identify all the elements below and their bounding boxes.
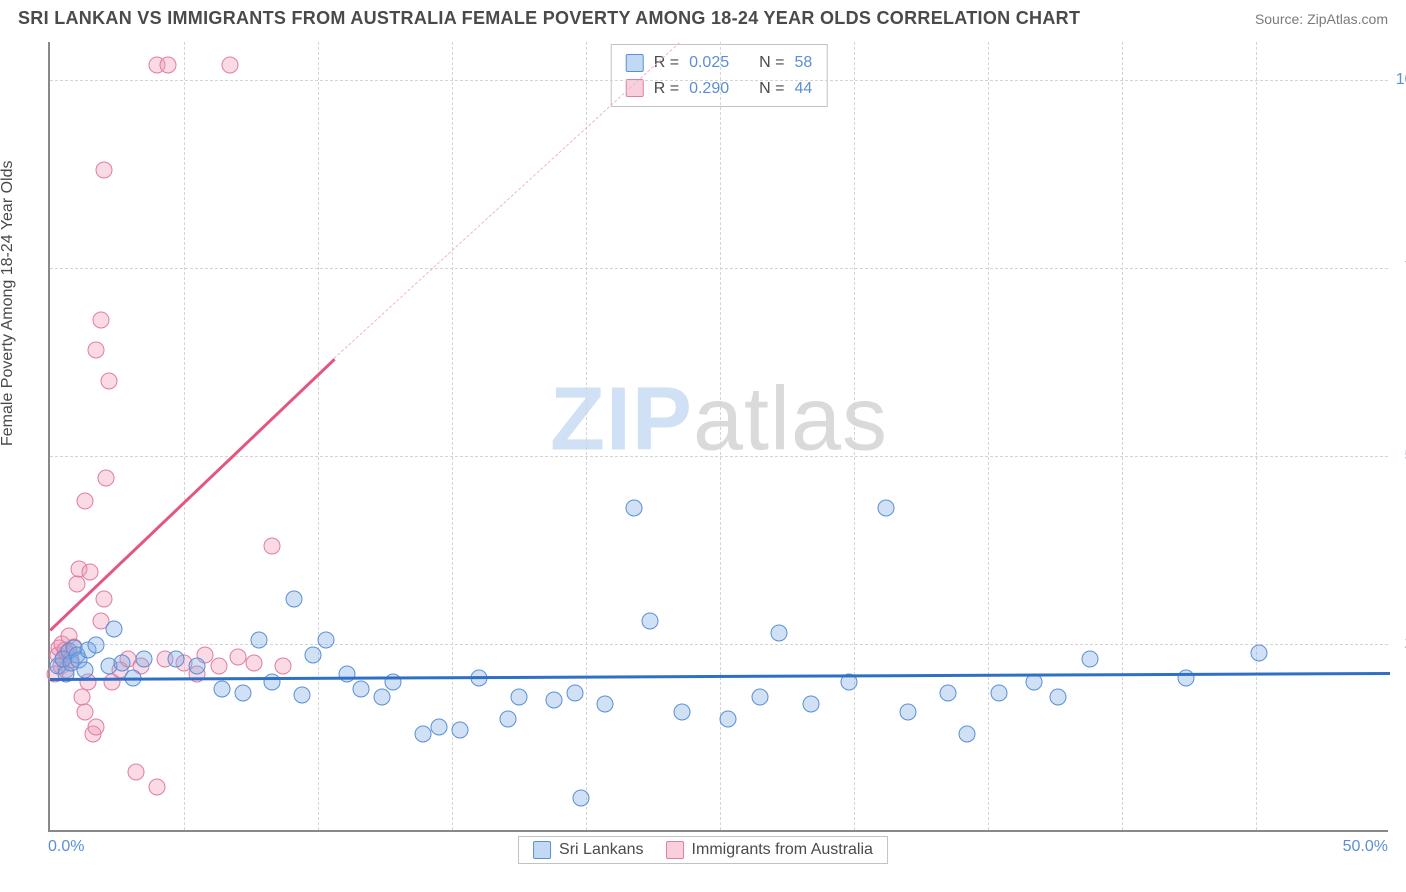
- data-point: [1049, 688, 1066, 705]
- data-point: [545, 692, 562, 709]
- gridline-v: [452, 42, 453, 830]
- stat-n-blue: 58: [794, 50, 812, 76]
- data-point: [352, 681, 369, 698]
- data-point: [264, 673, 281, 690]
- data-point: [159, 56, 176, 73]
- data-point: [234, 684, 251, 701]
- data-point: [304, 647, 321, 664]
- data-point: [374, 688, 391, 705]
- legend-bottom: Sri Lankans Immigrants from Australia: [518, 836, 888, 864]
- x-axis-end-label: 50.0%: [1343, 838, 1388, 856]
- data-point: [318, 632, 335, 649]
- data-point: [76, 703, 93, 720]
- gridline-v: [1122, 42, 1123, 830]
- trend-line: [334, 42, 680, 359]
- data-point: [642, 613, 659, 630]
- data-point: [803, 696, 820, 713]
- data-point: [221, 56, 238, 73]
- data-point: [752, 688, 769, 705]
- data-point: [167, 650, 184, 667]
- data-point: [990, 684, 1007, 701]
- data-point: [127, 763, 144, 780]
- data-point: [95, 161, 112, 178]
- data-point: [189, 658, 206, 675]
- watermark-atlas: atlas: [693, 370, 888, 470]
- data-point: [251, 632, 268, 649]
- legend-label-blue: Sri Lankans: [559, 841, 644, 859]
- data-point: [770, 624, 787, 641]
- x-axis-start-label: 0.0%: [48, 838, 84, 856]
- gridline-h: [50, 268, 1388, 269]
- gridline-v: [988, 42, 989, 830]
- data-point: [596, 696, 613, 713]
- data-point: [76, 662, 93, 679]
- y-tick-label: 100.0%: [1395, 71, 1406, 89]
- y-tick-label: 75.0%: [1395, 259, 1406, 277]
- legend-label-pink: Immigrants from Australia: [692, 841, 873, 859]
- gridline-h: [50, 456, 1388, 457]
- data-point: [511, 688, 528, 705]
- data-point: [958, 726, 975, 743]
- swatch-blue-icon: [533, 841, 551, 859]
- data-point: [430, 718, 447, 735]
- data-point: [500, 711, 517, 728]
- data-point: [114, 654, 131, 671]
- chart-title: SRI LANKAN VS IMMIGRANTS FROM AUSTRALIA …: [18, 8, 1080, 29]
- legend-item-blue: Sri Lankans: [533, 841, 644, 859]
- legend-item-pink: Immigrants from Australia: [666, 841, 873, 859]
- gridline-v: [854, 42, 855, 830]
- data-point: [245, 654, 262, 671]
- data-point: [210, 658, 227, 675]
- stat-r-blue: 0.025: [689, 50, 729, 76]
- data-point: [572, 790, 589, 807]
- gridline-v: [184, 42, 185, 830]
- data-point: [95, 590, 112, 607]
- data-point: [1178, 669, 1195, 686]
- data-point: [293, 687, 310, 704]
- gridline-v: [720, 42, 721, 830]
- data-point: [100, 372, 117, 389]
- data-point: [1250, 644, 1267, 661]
- data-point: [720, 711, 737, 728]
- scatter-plot-area: ZIPatlas R = 0.025 N = 58 R = 0.290 N = …: [48, 42, 1388, 832]
- data-point: [674, 703, 691, 720]
- gridline-v: [586, 42, 587, 830]
- data-point: [76, 492, 93, 509]
- data-point: [106, 620, 123, 637]
- data-point: [414, 726, 431, 743]
- chart-source: Source: ZipAtlas.com: [1255, 11, 1388, 27]
- y-tick-label: 50.0%: [1395, 447, 1406, 465]
- gridline-h: [50, 80, 1388, 81]
- gridline-v: [318, 42, 319, 830]
- data-point: [939, 684, 956, 701]
- data-point: [87, 637, 104, 654]
- swatch-blue-icon: [626, 54, 644, 72]
- swatch-pink-icon: [666, 841, 684, 859]
- data-point: [229, 649, 246, 666]
- stat-row-blue: R = 0.025 N = 58: [626, 50, 813, 76]
- data-point: [452, 722, 469, 739]
- data-point: [98, 470, 115, 487]
- data-point: [264, 538, 281, 555]
- y-axis-label: Female Poverty Among 18-24 Year Olds: [0, 161, 17, 447]
- data-point: [87, 718, 104, 735]
- data-point: [567, 684, 584, 701]
- data-point: [878, 500, 895, 517]
- watermark-zip: ZIP: [550, 370, 693, 470]
- data-point: [1081, 650, 1098, 667]
- data-point: [626, 500, 643, 517]
- y-tick-label: 25.0%: [1395, 635, 1406, 653]
- data-point: [213, 681, 230, 698]
- data-point: [135, 650, 152, 667]
- data-point: [92, 312, 109, 329]
- data-point: [285, 590, 302, 607]
- gridline-v: [1256, 42, 1257, 830]
- data-point: [899, 703, 916, 720]
- stat-n-label: N =: [759, 50, 784, 76]
- data-point: [149, 778, 166, 795]
- data-point: [82, 564, 99, 581]
- data-point: [87, 342, 104, 359]
- data-point: [339, 666, 356, 683]
- data-point: [275, 658, 292, 675]
